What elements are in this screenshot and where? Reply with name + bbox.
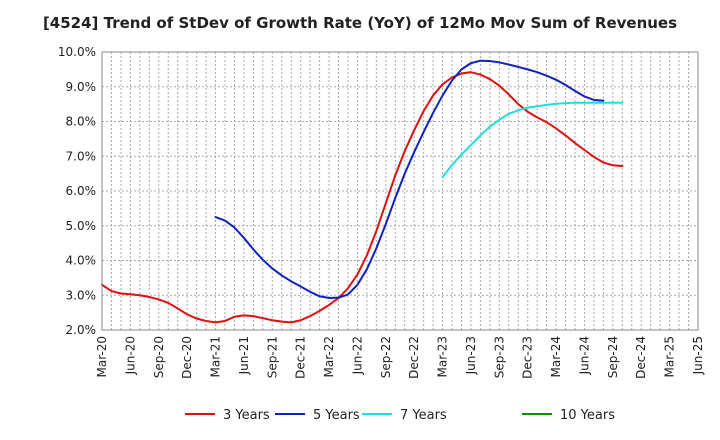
legend-label-10-years: 10 Years [560, 408, 615, 423]
x-tick-label: Jun-25 [691, 336, 705, 375]
x-tick-label: Sep-23 [492, 336, 506, 378]
y-tick-label: 9.0% [66, 80, 97, 94]
x-tick-label: Sep-21 [265, 336, 279, 378]
y-tick-label: 5.0% [66, 219, 97, 233]
x-tick-label: Mar-21 [209, 336, 223, 377]
series-line-5-years [214, 59, 605, 300]
x-tick-label: Mar-24 [549, 336, 563, 377]
grid-layer [101, 51, 699, 331]
x-tick-label: Jun-20 [123, 336, 137, 375]
series-layer [101, 59, 624, 324]
series-line-3-years [101, 71, 624, 324]
x-tick-label: Mar-22 [322, 336, 336, 377]
x-tick-label: Dec-23 [521, 336, 535, 379]
x-tick-label: Jun-24 [577, 336, 591, 375]
y-tick-label: 8.0% [66, 115, 97, 129]
y-tick-label: 10.0% [58, 45, 96, 59]
legend-label-7-years: 7 Years [400, 408, 447, 423]
y-tick-label: 4.0% [66, 254, 97, 268]
y-tick-label: 6.0% [66, 184, 97, 198]
legend: 3 Years 5 Years 7 Years 10 Years [185, 408, 615, 423]
x-tick-label: Dec-20 [180, 336, 194, 379]
x-tick-label: Mar-23 [436, 336, 450, 377]
x-tick-label: Sep-20 [152, 336, 166, 378]
y-tick-label: 3.0% [66, 288, 97, 302]
y-tick-label: 7.0% [66, 149, 97, 163]
chart-title: [4524] Trend of StDev of Growth Rate (Yo… [42, 14, 678, 32]
x-tick-label: Sep-24 [606, 336, 620, 378]
x-tick-label: Jun-23 [464, 336, 478, 375]
x-tick-label: Jun-22 [350, 336, 364, 375]
legend-label-3-years: 3 Years [223, 408, 270, 423]
x-tick-label: Mar-20 [95, 336, 109, 377]
series-line-7-years [441, 101, 624, 179]
legend-label-5-years: 5 Years [313, 408, 360, 423]
x-tick-label: Jun-21 [237, 336, 251, 375]
x-tick-label: Dec-24 [634, 336, 648, 379]
axis-layer: 2.0% 3.0% 4.0% 5.0% 6.0% 7.0% 8.0% 9.0% 10.0% Mar… [58, 45, 705, 379]
x-tick-label: Dec-21 [294, 336, 308, 379]
plot-frame [101, 51, 699, 331]
x-tick-label: Sep-22 [379, 336, 393, 378]
x-tick-label: Dec-22 [407, 336, 421, 379]
y-tick-label: 2.0% [66, 323, 97, 337]
x-tick-label: Mar-25 [663, 336, 677, 377]
